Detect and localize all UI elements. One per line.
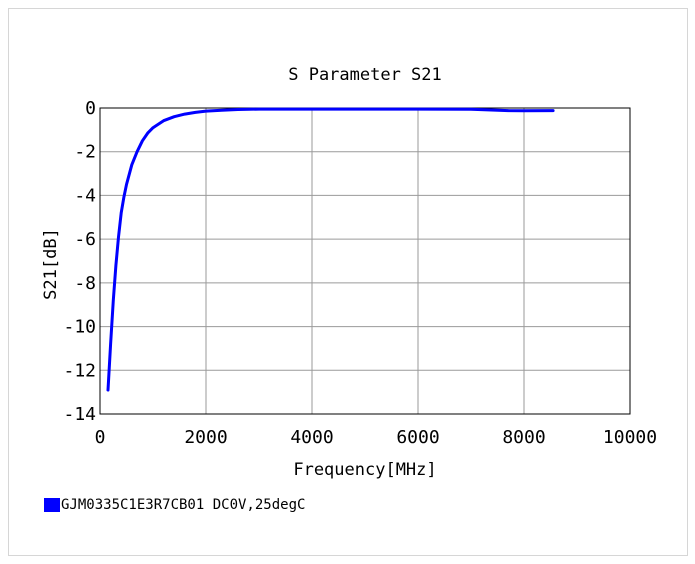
- y-tick-label: -14: [63, 404, 96, 425]
- x-tick-label: 10000: [603, 427, 657, 448]
- y-tick-label: -8: [74, 273, 96, 294]
- y-tick-label: -2: [74, 142, 96, 163]
- y-tick-label: 0: [85, 98, 96, 119]
- x-tick-label: 2000: [184, 427, 227, 448]
- x-tick-label: 4000: [290, 427, 333, 448]
- y-tick-label: -10: [63, 317, 96, 338]
- x-tick-label: 6000: [396, 427, 439, 448]
- grid: [100, 108, 630, 414]
- legend-swatch: [44, 498, 60, 512]
- chart-frame: [8, 8, 688, 556]
- x-axis-label: Frequency[MHz]: [293, 460, 436, 480]
- legend-entry: GJM0335C1E3R7CB01 DC0V,25degC: [61, 497, 306, 513]
- y-tick-label: -4: [74, 185, 96, 206]
- y-tick-label: -6: [74, 229, 96, 250]
- series-group: [106, 107, 555, 392]
- x-tick-labels: 0 2000 4000 6000 8000 10000: [95, 427, 658, 448]
- chart-title: S Parameter S21: [288, 65, 442, 85]
- x-tick-label: 0: [95, 427, 106, 448]
- x-tick-label: 8000: [502, 427, 545, 448]
- y-tick-label: -12: [63, 360, 96, 381]
- plot-area-border: [99, 107, 631, 415]
- series-line: [106, 107, 555, 392]
- y-tick-labels: 0 -2 -4 -6 -8 -10 -12 -14: [63, 98, 96, 425]
- y-axis-label: S21[dB]: [41, 228, 61, 300]
